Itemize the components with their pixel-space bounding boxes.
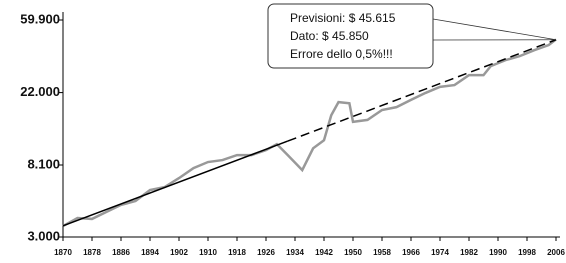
x-tick-label: 1966 [402, 248, 420, 257]
y-tick-label: 8.100 [27, 156, 60, 171]
x-tick-label: 1910 [199, 248, 217, 257]
x-tick-label: 1918 [228, 248, 246, 257]
annotation: Previsioni: $ 45.615 [290, 11, 396, 25]
annotation: Errore dello 0,5%!!! [290, 47, 393, 61]
callout-line [432, 18, 557, 41]
x-tick-label: 1894 [141, 248, 159, 257]
x-tick-label: 1958 [373, 248, 391, 257]
x-tick-label: 2006 [547, 248, 565, 257]
x-tick-label: 1942 [315, 248, 333, 257]
x-tick-label: 1998 [518, 248, 536, 257]
x-tick-label: 1926 [257, 248, 275, 257]
annotation-box [267, 3, 434, 69]
x-tick-label: 1902 [170, 248, 188, 257]
x-tick-label: 1934 [286, 248, 304, 257]
annotation: Dato: $ 45.850 [290, 29, 369, 43]
line-series [62, 38, 557, 228]
y-tick-label: 3.000 [27, 228, 60, 243]
x-tick-label: 1878 [83, 248, 101, 257]
x-tick-label: 1886 [112, 248, 130, 257]
trend-line [287, 39, 557, 142]
x-tick-label: 1950 [344, 248, 362, 257]
trend-line [62, 140, 289, 227]
x-tick-label: 1974 [431, 248, 449, 257]
x-tick-label: 1990 [489, 248, 507, 257]
x-tick-label: 1870 [54, 248, 72, 257]
y-tick-label: 22.000 [20, 84, 60, 99]
x-tick-label: 1982 [460, 248, 478, 257]
y-tick-label: 59.900 [20, 11, 60, 26]
